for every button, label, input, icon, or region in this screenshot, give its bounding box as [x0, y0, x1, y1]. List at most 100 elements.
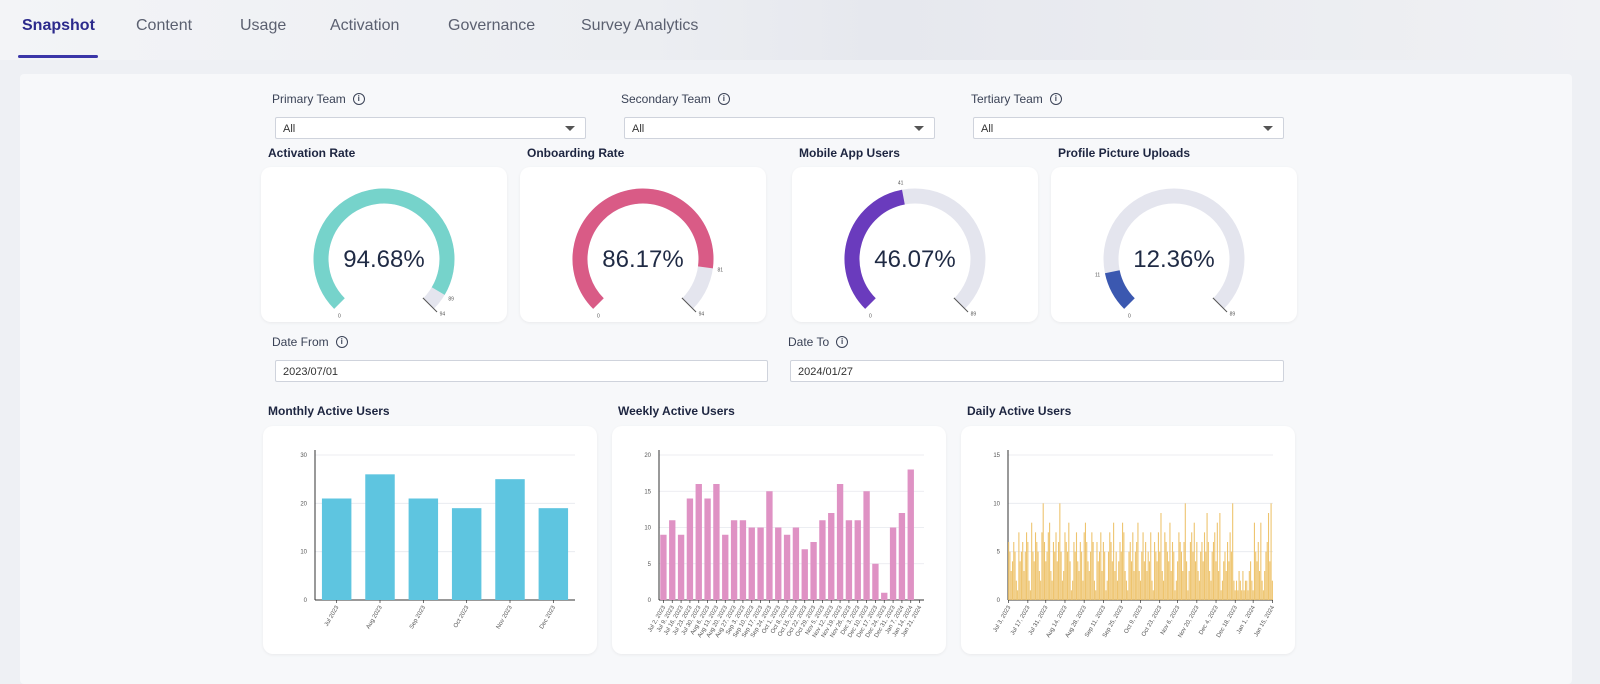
bar[interactable] — [1139, 580, 1142, 600]
bar[interactable] — [1157, 532, 1159, 600]
bar[interactable] — [1096, 542, 1098, 600]
bar[interactable] — [1049, 522, 1051, 600]
bar[interactable] — [1026, 532, 1028, 600]
bar[interactable] — [1230, 551, 1232, 600]
bar[interactable] — [1027, 542, 1029, 600]
bar[interactable] — [1255, 551, 1257, 600]
bar[interactable] — [1143, 561, 1145, 600]
bar[interactable] — [1256, 561, 1258, 600]
bar[interactable] — [1084, 522, 1086, 600]
bar[interactable] — [1237, 590, 1239, 600]
bar[interactable] — [1186, 561, 1188, 600]
bar[interactable] — [495, 479, 525, 600]
bar[interactable] — [1260, 522, 1262, 600]
bar[interactable] — [1221, 580, 1223, 600]
bar[interactable] — [1191, 532, 1193, 600]
bar[interactable] — [1147, 551, 1149, 600]
bar[interactable] — [1257, 542, 1259, 600]
bar[interactable] — [801, 549, 808, 600]
bar[interactable] — [1133, 571, 1135, 600]
bar[interactable] — [1241, 590, 1243, 600]
bar[interactable] — [1020, 551, 1022, 600]
bar[interactable] — [1220, 590, 1222, 600]
bar[interactable] — [1095, 590, 1097, 600]
bar[interactable] — [1106, 580, 1108, 600]
secondary-team-select[interactable]: All — [624, 117, 935, 139]
bar[interactable] — [1203, 532, 1206, 600]
bar[interactable] — [1119, 542, 1121, 600]
bar[interactable] — [1024, 551, 1026, 600]
bar[interactable] — [1239, 580, 1241, 600]
bar[interactable] — [1033, 561, 1035, 600]
bar[interactable] — [1238, 571, 1240, 600]
bar[interactable] — [1150, 532, 1152, 600]
bar[interactable] — [1145, 542, 1147, 600]
bar[interactable] — [907, 469, 914, 601]
bar[interactable] — [1180, 551, 1183, 600]
bar[interactable] — [1043, 542, 1046, 600]
bar[interactable] — [1210, 580, 1212, 600]
bar[interactable] — [1234, 590, 1236, 600]
bar[interactable] — [1028, 580, 1030, 600]
bar[interactable] — [1097, 561, 1099, 600]
bar[interactable] — [1092, 542, 1094, 600]
bar[interactable] — [1113, 522, 1115, 600]
bar[interactable] — [1152, 590, 1154, 600]
bar[interactable] — [1206, 513, 1208, 600]
bar[interactable] — [1259, 571, 1261, 600]
bar[interactable] — [1023, 571, 1025, 600]
bar[interactable] — [1065, 542, 1067, 600]
bar[interactable] — [1081, 551, 1083, 600]
bar[interactable] — [1233, 580, 1235, 600]
bar[interactable] — [1232, 503, 1234, 600]
bar[interactable] — [1087, 561, 1089, 600]
bar[interactable] — [1029, 590, 1031, 600]
bar[interactable] — [1056, 561, 1058, 600]
bar[interactable] — [1110, 542, 1112, 600]
bar[interactable] — [669, 520, 676, 600]
bar[interactable] — [1127, 590, 1129, 600]
bar[interactable] — [1083, 532, 1085, 600]
bar[interactable] — [783, 534, 791, 600]
bar[interactable] — [1174, 590, 1176, 600]
bar[interactable] — [1214, 532, 1216, 600]
bar[interactable] — [1261, 580, 1263, 600]
bar[interactable] — [1045, 561, 1047, 600]
bar[interactable] — [1215, 561, 1217, 600]
bar[interactable] — [660, 534, 667, 600]
bar[interactable] — [1064, 532, 1066, 600]
bar[interactable] — [1188, 571, 1190, 600]
bar[interactable] — [1251, 580, 1253, 600]
bar[interactable] — [739, 520, 747, 600]
bar[interactable] — [1122, 522, 1124, 600]
bar[interactable] — [1038, 571, 1040, 600]
bar[interactable] — [1031, 522, 1033, 600]
bar[interactable] — [1041, 532, 1043, 600]
bar[interactable] — [1252, 590, 1254, 600]
bar[interactable] — [1102, 542, 1104, 600]
bar[interactable] — [321, 498, 352, 601]
bar[interactable] — [775, 527, 782, 601]
bar[interactable] — [1262, 590, 1264, 600]
bar[interactable] — [365, 474, 395, 600]
bar[interactable] — [704, 498, 711, 601]
bar[interactable] — [1034, 532, 1037, 600]
bar[interactable] — [1175, 580, 1177, 600]
bar[interactable] — [1178, 532, 1180, 600]
bar[interactable] — [1061, 580, 1063, 600]
bar[interactable] — [1137, 522, 1139, 600]
bar[interactable] — [872, 563, 879, 600]
bar[interactable] — [1159, 551, 1161, 600]
bar[interactable] — [1088, 571, 1090, 600]
bar[interactable] — [677, 534, 685, 600]
bar[interactable] — [1104, 551, 1106, 600]
bar[interactable] — [1046, 551, 1048, 600]
bar[interactable] — [730, 520, 738, 600]
bar[interactable] — [1130, 561, 1133, 600]
bar[interactable] — [1105, 590, 1107, 600]
bar[interactable] — [1054, 551, 1056, 600]
bar[interactable] — [1123, 532, 1125, 600]
bar[interactable] — [1242, 571, 1244, 600]
bar[interactable] — [898, 513, 906, 600]
bar[interactable] — [1244, 580, 1247, 600]
